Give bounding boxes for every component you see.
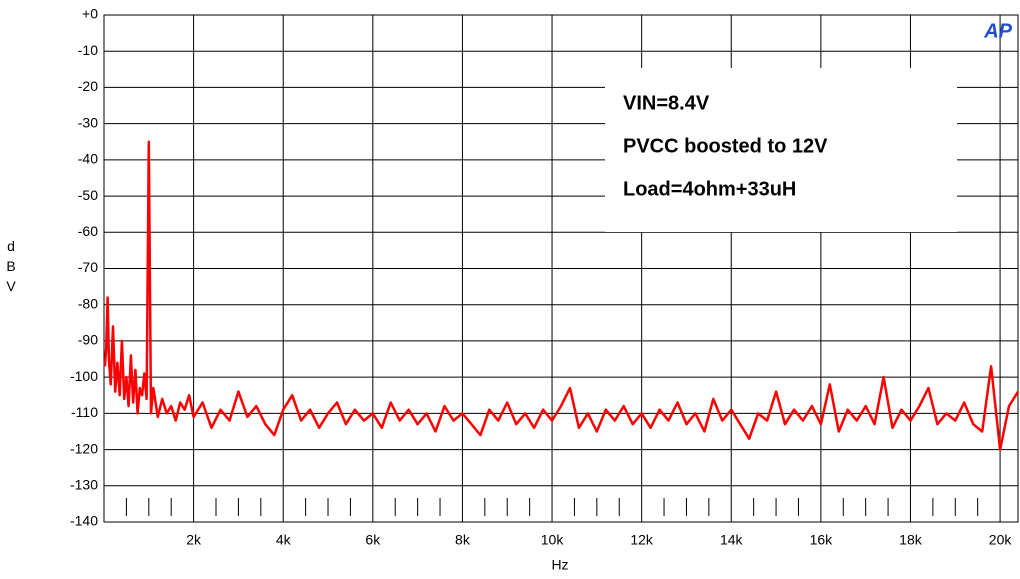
x-tick-label: 2k (186, 532, 202, 548)
x-tick-label: 16k (810, 532, 834, 548)
y-tick-label: -140 (70, 513, 98, 529)
y-tick-label: -100 (70, 368, 98, 384)
y-tick-label: -60 (78, 223, 98, 239)
annotation-box (605, 68, 957, 232)
annotation: VIN=8.4V (623, 92, 710, 114)
y-tick-label: -70 (78, 259, 98, 275)
y-tick-label: -10 (78, 42, 98, 58)
x-tick-label: 14k (720, 532, 744, 548)
y-tick-label: -40 (78, 151, 98, 167)
y-axis-label: dBV (6, 238, 16, 294)
x-tick-label: 10k (541, 532, 565, 548)
x-tick-label: 6k (365, 532, 381, 548)
logo: AP (983, 20, 1012, 42)
y-tick-label: -80 (78, 295, 98, 311)
x-axis-label: Hz (551, 557, 568, 573)
x-tick-label: 20k (989, 532, 1013, 548)
series-line (103, 140, 1020, 451)
y-tick-label: -20 (78, 78, 98, 94)
y-tick-label: -130 (70, 476, 98, 492)
x-tick-label: 12k (630, 532, 654, 548)
annotation: PVCC boosted to 12V (623, 135, 828, 157)
y-tick-label: -110 (71, 404, 98, 420)
x-tick-label: 8k (455, 532, 471, 548)
y-tick-label: -120 (70, 440, 98, 456)
x-tick-label: 18k (899, 532, 923, 548)
annotation: Load=4ohm+33uH (623, 178, 796, 200)
y-tick-label: -50 (78, 187, 98, 203)
y-tick-label: -30 (78, 114, 98, 130)
plot-frame (103, 14, 1019, 523)
y-tick-label: +0 (82, 6, 98, 22)
x-tick-label: 4k (276, 532, 292, 548)
y-tick-label: -90 (78, 332, 98, 348)
